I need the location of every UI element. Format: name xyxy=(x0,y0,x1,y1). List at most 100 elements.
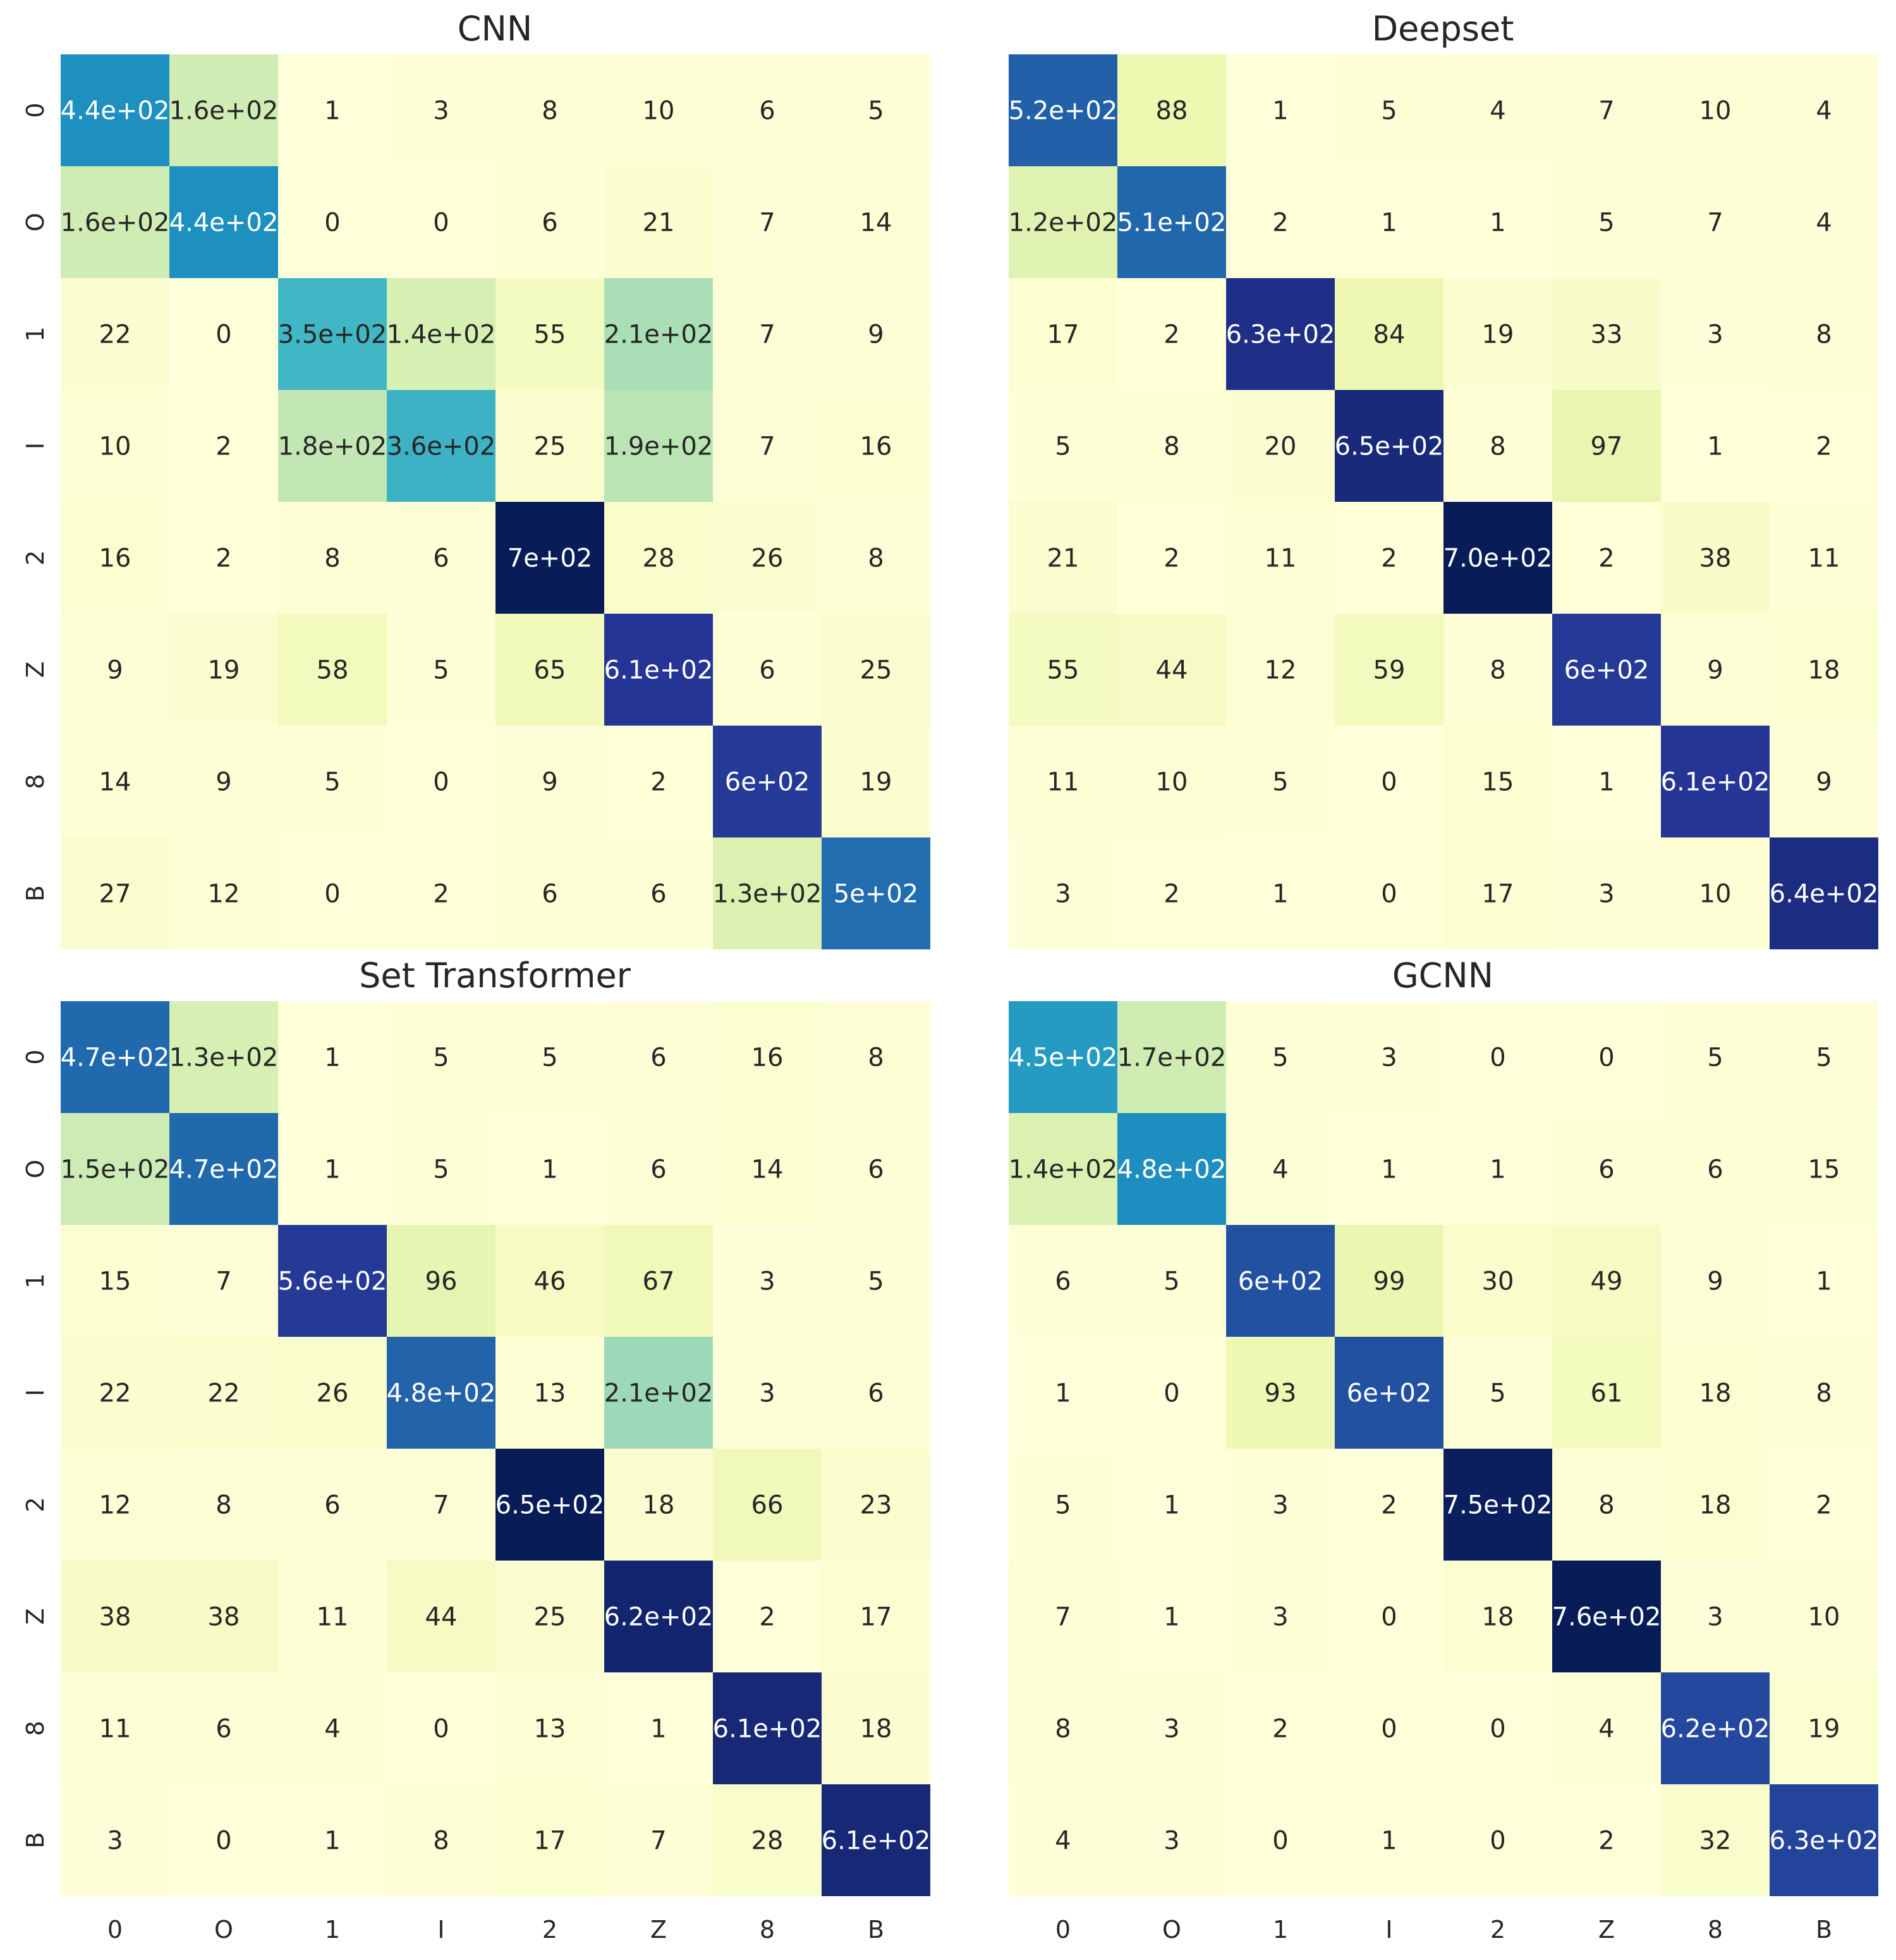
cell-value-label: 18 xyxy=(1482,1603,1514,1632)
heatmap-cell xyxy=(604,1449,713,1561)
cell-value-label: 1.2e+02 xyxy=(1009,209,1118,238)
x-tick-label: B xyxy=(1816,1916,1832,1944)
cell-value-label: 6 xyxy=(650,880,666,909)
heatmap-cell xyxy=(1770,278,1878,390)
heatmap-cell xyxy=(1009,166,1117,278)
heatmap-cell xyxy=(1009,1337,1117,1449)
heatmap-cell xyxy=(713,837,822,949)
cell-value-label: 5 xyxy=(1707,1044,1723,1073)
cell-value-label: 15 xyxy=(99,1267,131,1296)
cell-value-label: 1 xyxy=(1381,209,1397,238)
cell-value-label: 0 xyxy=(1164,1379,1179,1408)
x-tick-label: O xyxy=(1162,1916,1181,1944)
cell-value-label: 3 xyxy=(759,1267,775,1296)
heatmap-cell xyxy=(495,726,604,837)
heatmap-cell xyxy=(1009,1113,1117,1225)
cell-value-label: 1 xyxy=(1707,432,1723,461)
heatmap-cell xyxy=(169,54,278,166)
heatmap-cell xyxy=(495,1113,604,1225)
cell-value-label: 16 xyxy=(99,544,131,573)
heatmap-cell xyxy=(1117,1561,1226,1672)
cell-value-label: 84 xyxy=(1373,320,1406,350)
cell-value-label: 5.1e+02 xyxy=(1117,209,1227,238)
heatmap-cell xyxy=(1009,54,1117,166)
heatmap-cell xyxy=(495,837,604,949)
heatmap-cell xyxy=(61,1337,169,1449)
cell-value-label: 6.4e+02 xyxy=(1770,880,1879,909)
heatmap-cell xyxy=(1335,1225,1443,1337)
heatmap-cell xyxy=(1443,1113,1552,1225)
heatmap-cell xyxy=(1335,54,1443,166)
cell-value-label: 22 xyxy=(99,1379,131,1408)
y-tick-label: Z xyxy=(21,1608,49,1624)
panel-title-cnn: CNN xyxy=(457,9,533,49)
heatmap-cell xyxy=(61,1113,169,1225)
cell-value-label: 8 xyxy=(1816,320,1832,350)
heatmap-cell xyxy=(1661,726,1770,837)
cell-value-label: 59 xyxy=(1373,656,1406,685)
cell-value-label: 25 xyxy=(534,432,566,461)
cell-value-label: 7.0e+02 xyxy=(1443,544,1553,573)
heatmap-cell xyxy=(1552,726,1661,837)
cell-value-label: 3 xyxy=(1707,320,1723,350)
cell-value-label: 44 xyxy=(425,1603,458,1632)
cell-value-label: 7 xyxy=(1598,97,1614,126)
cell-value-label: 1 xyxy=(1164,1603,1179,1632)
cell-value-label: 2 xyxy=(1381,544,1397,573)
cell-value-label: 6.1e+02 xyxy=(1661,768,1770,797)
cell-value-label: 44 xyxy=(1156,656,1188,685)
cell-value-label: 18 xyxy=(643,1491,675,1520)
cell-value-label: 5 xyxy=(1164,1267,1179,1296)
cell-value-label: 7 xyxy=(1055,1603,1071,1632)
cell-value-label: 9 xyxy=(1707,656,1723,685)
cell-value-label: 5 xyxy=(1598,209,1614,238)
cell-value-label: 4.8e+02 xyxy=(387,1379,496,1408)
heatmap-cell xyxy=(387,614,495,726)
cell-value-label: 1 xyxy=(1272,97,1288,126)
heatmap-cell xyxy=(1335,166,1443,278)
cell-value-label: 65 xyxy=(534,656,566,685)
cell-value-label: 8 xyxy=(868,1044,884,1073)
heatmap-cell xyxy=(387,1784,495,1896)
heatmap-cell xyxy=(1226,390,1335,502)
heatmap-cell xyxy=(1009,1225,1117,1337)
cell-value-label: 2 xyxy=(650,768,666,797)
heatmap-cell xyxy=(1661,837,1770,949)
heatmap-cell xyxy=(61,1672,169,1784)
cell-value-label: 20 xyxy=(1265,432,1297,461)
cell-value-label: 4.8e+02 xyxy=(1117,1155,1227,1184)
cell-value-label: 2 xyxy=(433,880,449,909)
heatmap-cell xyxy=(604,54,713,166)
heatmap-cell xyxy=(1335,502,1443,614)
cell-value-label: 0 xyxy=(433,209,449,238)
heatmap-cell xyxy=(278,502,387,614)
heatmap-cell xyxy=(1770,1561,1878,1672)
cell-value-label: 25 xyxy=(860,656,892,685)
cell-value-label: 6.3e+02 xyxy=(1770,1827,1879,1856)
cell-value-label: 1 xyxy=(324,1827,340,1856)
heatmap-cell xyxy=(1117,1672,1226,1784)
heatmap-cell xyxy=(1335,1113,1443,1225)
heatmap-cell xyxy=(1226,1001,1335,1113)
cell-value-label: 0 xyxy=(216,1827,231,1856)
heatmap-cell xyxy=(1443,1449,1552,1561)
cell-value-label: 5 xyxy=(868,97,884,126)
heatmap-cell xyxy=(61,1561,169,1672)
heatmap-panel: 4.4e+02 1.6e+02 1 3 8 10 6 51.6e+02 4.4e+02 0 0 6 21… xyxy=(21,54,930,949)
heatmap-cell xyxy=(1226,1225,1335,1337)
cell-value-label: 2 xyxy=(1816,1491,1832,1520)
cell-value-label: 3 xyxy=(1707,1603,1723,1632)
cell-value-label: 2 xyxy=(1816,432,1832,461)
heatmap-cell xyxy=(495,1672,604,1784)
heatmap-cell xyxy=(822,390,930,502)
heatmap-cell xyxy=(713,166,822,278)
cell-value-label: 38 xyxy=(208,1603,240,1632)
heatmap-cell xyxy=(604,1561,713,1672)
cell-value-label: 55 xyxy=(534,320,566,350)
cell-value-label: 3 xyxy=(1164,1715,1179,1744)
cell-value-label: 9 xyxy=(1816,768,1832,797)
cell-value-label: 6 xyxy=(868,1155,884,1184)
cell-value-label: 1.6e+02 xyxy=(169,97,279,126)
cell-value-label: 0 xyxy=(433,768,449,797)
heatmap-cell xyxy=(1226,1449,1335,1561)
